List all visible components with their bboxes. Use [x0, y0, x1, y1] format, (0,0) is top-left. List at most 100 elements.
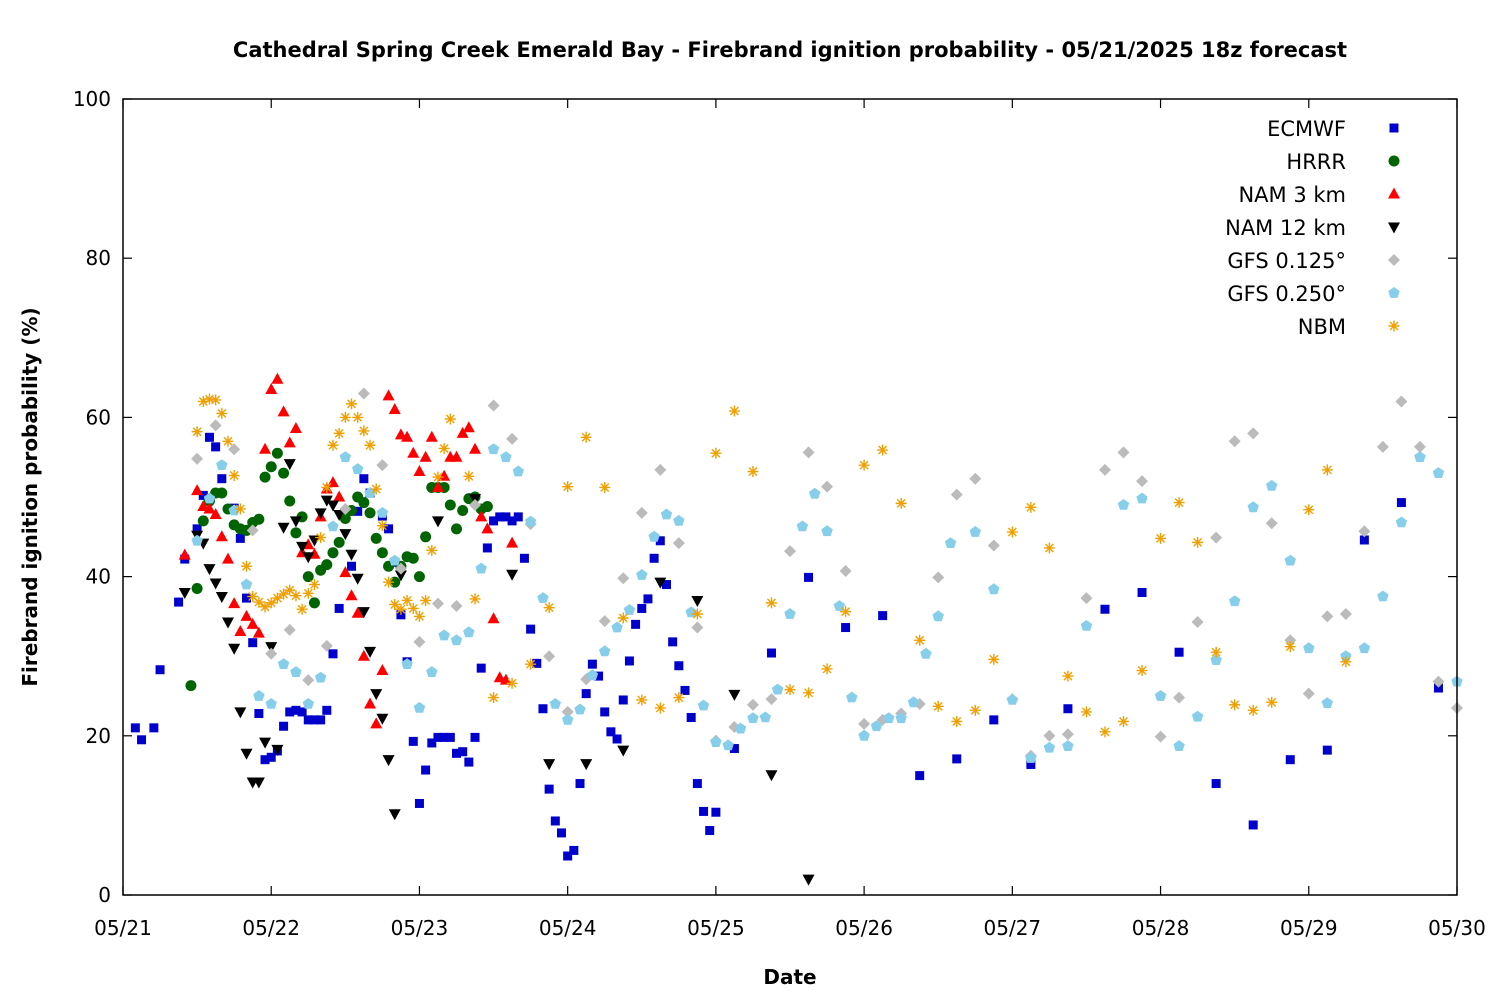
point-gfs-0-125 — [784, 545, 796, 558]
point-gfs-0-250 — [771, 683, 784, 695]
point-gfs-0-250 — [574, 703, 586, 715]
point-hrrr — [191, 583, 203, 595]
point-nam-12-km — [221, 617, 234, 629]
point-nbm — [308, 579, 320, 591]
point-gfs-0-250 — [475, 562, 487, 574]
y-tick-label: 0 — [98, 883, 111, 907]
point-hrrr — [290, 527, 302, 539]
point-nbm — [432, 471, 444, 483]
point-nbm — [339, 411, 351, 423]
point-ecmwf — [347, 561, 357, 571]
point-ecmwf — [1137, 588, 1147, 598]
point-nbm — [1303, 504, 1315, 516]
point-gfs-0-250 — [389, 554, 401, 566]
point-nbm — [1340, 656, 1352, 668]
point-ecmwf — [303, 715, 313, 725]
point-gfs-0-125 — [487, 399, 500, 412]
point-nam-3-km — [407, 446, 420, 458]
point-gfs-0-125 — [1302, 687, 1315, 700]
x-tick-label: 05/28 — [1132, 916, 1190, 940]
point-ecmwf — [359, 474, 369, 484]
point-ecmwf — [643, 594, 653, 604]
point-ecmwf — [680, 685, 690, 695]
point-gfs-0-250 — [1136, 492, 1148, 504]
point-gfs-0-125 — [431, 597, 444, 610]
point-gfs-0-125 — [1228, 435, 1241, 448]
point-nam-12-km — [296, 541, 309, 553]
point-gfs-0-250 — [413, 701, 426, 713]
point-nam-3-km — [506, 536, 519, 548]
point-gfs-0-125 — [1358, 525, 1371, 538]
point-nam-12-km — [543, 759, 556, 771]
point-nbm — [302, 587, 314, 599]
point-gfs-0-250 — [401, 658, 413, 669]
point-nam-3-km — [481, 522, 494, 534]
point-nam-12-km — [765, 770, 778, 782]
point-nbm — [370, 483, 382, 495]
point-ecmwf — [705, 826, 715, 836]
point-nam-3-km — [456, 426, 469, 438]
point-nbm — [358, 425, 370, 437]
point-gfs-0-250 — [586, 669, 599, 681]
point-gfs-0-250 — [907, 696, 920, 708]
x-tick-label: 05/27 — [984, 916, 1042, 940]
point-nbm — [290, 590, 302, 602]
x-tick-label: 05/23 — [391, 916, 449, 940]
point-hrrr — [333, 536, 345, 548]
legend-marker-gfs-0-125 — [1388, 254, 1400, 266]
point-nbm — [858, 459, 870, 471]
point-gfs-0-250 — [660, 508, 673, 520]
point-gfs-0-125 — [635, 506, 648, 519]
point-gfs-0-250 — [1247, 501, 1259, 513]
point-nbm — [247, 591, 259, 602]
y-tick-label: 100 — [73, 87, 111, 111]
point-nam-12-km — [431, 516, 444, 528]
legend-label-nam-3-km: NAM 3 km — [1238, 183, 1346, 207]
point-nbm — [988, 653, 1000, 665]
point-hrrr — [271, 447, 283, 459]
legend-marker-ecmwf — [1389, 123, 1399, 133]
point-hrrr — [370, 532, 382, 544]
point-nbm — [444, 413, 456, 425]
point-hrrr — [327, 547, 339, 559]
point-gfs-0-125 — [1098, 463, 1111, 476]
point-nam-3-km — [382, 389, 395, 401]
legend-marker-gfs-0-250 — [1388, 287, 1400, 298]
point-ecmwf — [297, 707, 307, 717]
x-tick-label: 05/21 — [94, 916, 152, 940]
point-gfs-0-250 — [895, 712, 907, 724]
point-nbm — [364, 439, 376, 451]
point-gfs-0-250 — [512, 465, 524, 477]
point-ecmwf — [489, 516, 499, 526]
point-gfs-0-125 — [654, 463, 667, 476]
legend-label-nam-12-km: NAM 12 km — [1225, 216, 1346, 240]
point-ecmwf — [575, 779, 585, 789]
point-nbm — [1043, 542, 1055, 554]
point-gfs-0-250 — [932, 610, 944, 622]
point-nbm — [216, 407, 228, 419]
point-nbm — [284, 584, 296, 596]
point-gfs-0-125 — [357, 387, 370, 400]
point-nbm — [389, 598, 401, 610]
point-nbm — [463, 470, 475, 482]
point-nam-12-km — [277, 522, 290, 534]
point-nbm — [234, 503, 246, 515]
point-gfs-0-125 — [228, 443, 241, 456]
point-nam-12-km — [654, 577, 667, 589]
point-nbm — [877, 444, 889, 456]
point-ecmwf — [989, 715, 999, 725]
point-gfs-0-250 — [240, 578, 253, 590]
point-ecmwf — [587, 659, 597, 669]
point-gfs-0-125 — [1154, 730, 1167, 743]
point-ecmwf — [445, 732, 455, 742]
point-ecmwf — [427, 738, 437, 748]
point-ecmwf — [198, 490, 208, 500]
legend-marker-nbm — [1388, 320, 1400, 332]
point-nam-12-km — [234, 707, 247, 719]
point-ecmwf — [692, 779, 702, 789]
point-ecmwf — [915, 771, 925, 781]
point-gfs-0-125 — [1191, 615, 1204, 628]
point-nam-12-km — [802, 874, 815, 886]
point-nam-12-km — [289, 516, 302, 528]
point-ecmwf — [260, 755, 270, 765]
